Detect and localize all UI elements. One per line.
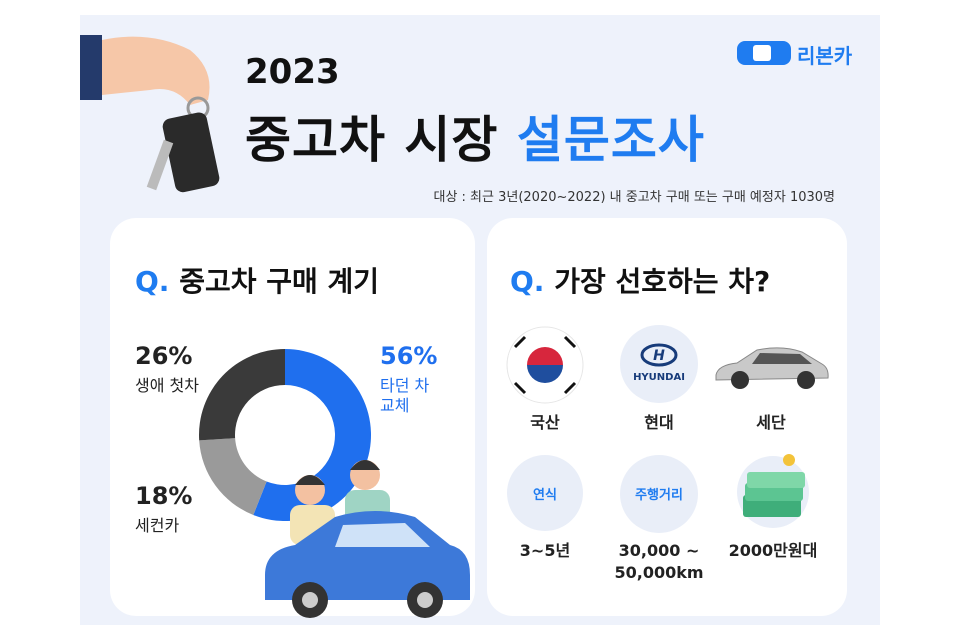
donut-segment: [253, 349, 371, 521]
donut-segment: [199, 349, 285, 441]
category-label: 생애 첫차: [135, 376, 199, 395]
icon-text: 주행거리: [635, 488, 683, 503]
year: 2023: [245, 52, 340, 92]
q-mark: Q.: [135, 265, 170, 298]
item-label: 3~5년: [519, 541, 571, 560]
subtitle: 대상 : 최근 3년(2020~2022) 내 중고차 구매 또는 구매 예정자…: [433, 190, 835, 205]
brand-logo: [737, 41, 791, 65]
hyundai-logo-text: HYUNDAI: [633, 372, 685, 383]
value-label: 18%: [135, 482, 193, 510]
q-mark: Q.: [510, 265, 545, 298]
icon-text: 연식: [533, 488, 557, 503]
category-label: 세컨카: [135, 516, 180, 535]
right-card: [487, 218, 847, 616]
sedan-icon: [715, 347, 829, 389]
year-icon: [507, 455, 583, 531]
value-label: 26%: [135, 342, 193, 370]
right-question: Q. 가장 선호하는 차?: [510, 260, 770, 300]
donut-chart: [199, 349, 371, 521]
korea-flag-icon: [506, 326, 584, 404]
item-label: 30,000 ~ 50,000km: [614, 541, 704, 582]
question: 중고차 구매 계기: [179, 265, 380, 298]
svg-text:H: H: [653, 348, 665, 364]
brand: 리본카: [797, 44, 853, 68]
key-illustration: [80, 35, 220, 193]
title-blue: 설문조사: [516, 111, 705, 169]
item-label: 국산: [530, 413, 560, 432]
title-black: 중고차 시장: [245, 111, 499, 169]
item-label: 세단: [756, 413, 786, 432]
mileage-icon: [620, 455, 698, 533]
car-illustration: [265, 460, 470, 618]
title: 중고차 시장 설문조사: [245, 100, 705, 172]
item-label: 2000만원대: [728, 541, 818, 560]
left-question: Q. 중고차 구매 계기: [135, 260, 379, 300]
category-label: 타던 차 교체: [380, 376, 430, 415]
donut-segment: [199, 438, 267, 515]
money-icon: [737, 454, 809, 528]
question: 가장 선호하는 차?: [554, 265, 771, 298]
hyundai-emblem: H: [640, 343, 678, 367]
value-label: 56%: [380, 342, 438, 370]
item-label: 현대: [644, 413, 674, 432]
